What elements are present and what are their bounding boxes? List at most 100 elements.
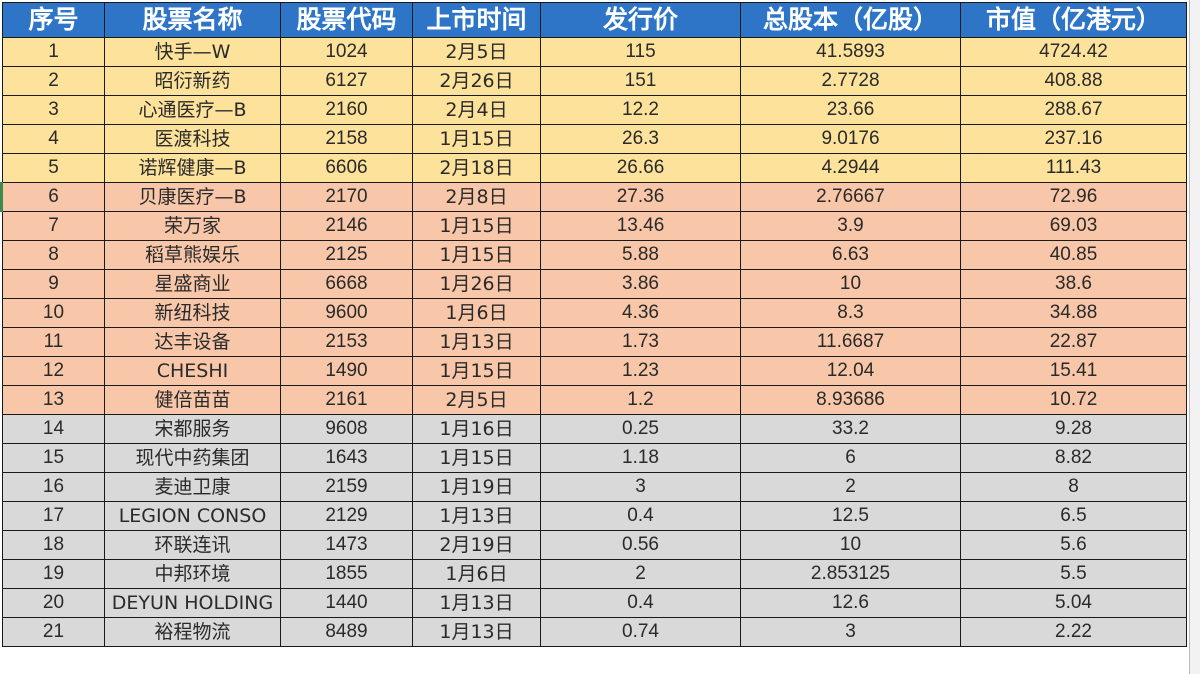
cell-price[interactable]: 0.4 xyxy=(540,501,741,531)
cell-shares[interactable]: 10 xyxy=(740,530,961,560)
cell-date[interactable]: 1月6日 xyxy=(412,298,541,328)
cell-date[interactable]: 1月13日 xyxy=(412,588,541,618)
cell-name[interactable]: 贝康医疗—B xyxy=(104,182,281,212)
cell-date[interactable]: 1月16日 xyxy=(412,414,541,444)
cell-cap[interactable]: 40.85 xyxy=(960,240,1187,270)
cell-price[interactable]: 1.18 xyxy=(540,443,741,473)
cell-no[interactable]: 9 xyxy=(2,269,105,299)
cell-name[interactable]: 诺辉健康—B xyxy=(104,153,281,183)
cell-cap[interactable]: 22.87 xyxy=(960,327,1187,357)
cell-cap[interactable]: 5.5 xyxy=(960,559,1187,589)
cell-no[interactable]: 21 xyxy=(2,617,105,647)
cell-date[interactable]: 1月15日 xyxy=(412,124,541,154)
cell-name[interactable]: 中邦环境 xyxy=(104,559,281,589)
cell-no[interactable]: 18 xyxy=(2,530,105,560)
cell-price[interactable]: 4.36 xyxy=(540,298,741,328)
cell-name[interactable]: 现代中药集团 xyxy=(104,443,281,473)
cell-price[interactable]: 3.86 xyxy=(540,269,741,299)
cell-shares[interactable]: 2.853125 xyxy=(740,559,961,589)
cell-name[interactable]: 稻草熊娱乐 xyxy=(104,240,281,270)
cell-date[interactable]: 1月19日 xyxy=(412,472,541,502)
header-no[interactable]: 序号 xyxy=(2,2,105,38)
cell-cap[interactable]: 69.03 xyxy=(960,211,1187,241)
cell-date[interactable]: 1月15日 xyxy=(412,240,541,270)
cell-code[interactable]: 2161 xyxy=(280,385,413,415)
cell-date[interactable]: 2月5日 xyxy=(412,385,541,415)
cell-date[interactable]: 2月8日 xyxy=(412,182,541,212)
cell-name[interactable]: 宋都服务 xyxy=(104,414,281,444)
cell-no[interactable]: 15 xyxy=(2,443,105,473)
cell-no[interactable]: 14 xyxy=(2,414,105,444)
cell-code[interactable]: 1473 xyxy=(280,530,413,560)
header-cap[interactable]: 市值（亿港元） xyxy=(960,2,1187,38)
cell-no[interactable]: 4 xyxy=(2,124,105,154)
cell-cap[interactable]: 38.6 xyxy=(960,269,1187,299)
cell-no[interactable]: 6 xyxy=(2,182,105,212)
cell-code[interactable]: 8489 xyxy=(280,617,413,647)
cell-date[interactable]: 2月19日 xyxy=(412,530,541,560)
cell-price[interactable]: 1.2 xyxy=(540,385,741,415)
cell-no[interactable]: 17 xyxy=(2,501,105,531)
cell-no[interactable]: 1 xyxy=(2,37,105,67)
cell-cap[interactable]: 4724.42 xyxy=(960,37,1187,67)
cell-shares[interactable]: 2.7728 xyxy=(740,66,961,96)
header-shares[interactable]: 总股本（亿股） xyxy=(740,2,961,38)
cell-price[interactable]: 1.23 xyxy=(540,356,741,386)
cell-price[interactable]: 1.73 xyxy=(540,327,741,357)
cell-name[interactable]: DEYUN HOLDING xyxy=(104,588,281,618)
cell-code[interactable]: 6668 xyxy=(280,269,413,299)
cell-name[interactable]: 快手—W xyxy=(104,37,281,67)
cell-code[interactable]: 1643 xyxy=(280,443,413,473)
cell-no[interactable]: 11 xyxy=(2,327,105,357)
cell-price[interactable]: 5.88 xyxy=(540,240,741,270)
cell-price[interactable]: 115 xyxy=(540,37,741,67)
cell-code[interactable]: 6127 xyxy=(280,66,413,96)
cell-code[interactable]: 2158 xyxy=(280,124,413,154)
cell-shares[interactable]: 11.6687 xyxy=(740,327,961,357)
cell-code[interactable]: 2153 xyxy=(280,327,413,357)
cell-date[interactable]: 1月6日 xyxy=(412,559,541,589)
cell-code[interactable]: 9608 xyxy=(280,414,413,444)
cell-name[interactable]: 裕程物流 xyxy=(104,617,281,647)
cell-date[interactable]: 1月13日 xyxy=(412,327,541,357)
cell-shares[interactable]: 33.2 xyxy=(740,414,961,444)
cell-name[interactable]: 星盛商业 xyxy=(104,269,281,299)
cell-price[interactable]: 27.36 xyxy=(540,182,741,212)
cell-shares[interactable]: 10 xyxy=(740,269,961,299)
cell-shares[interactable]: 3 xyxy=(740,617,961,647)
cell-code[interactable]: 1440 xyxy=(280,588,413,618)
cell-price[interactable]: 12.2 xyxy=(540,95,741,125)
header-name[interactable]: 股票名称 xyxy=(104,2,281,38)
cell-code[interactable]: 9600 xyxy=(280,298,413,328)
cell-no[interactable]: 13 xyxy=(2,385,105,415)
cell-cap[interactable]: 8.82 xyxy=(960,443,1187,473)
cell-price[interactable]: 151 xyxy=(540,66,741,96)
cell-date[interactable]: 1月26日 xyxy=(412,269,541,299)
cell-price[interactable]: 26.3 xyxy=(540,124,741,154)
cell-cap[interactable]: 288.67 xyxy=(960,95,1187,125)
cell-cap[interactable]: 111.43 xyxy=(960,153,1187,183)
cell-cap[interactable]: 408.88 xyxy=(960,66,1187,96)
cell-name[interactable]: 麦迪卫康 xyxy=(104,472,281,502)
cell-name[interactable]: 健倍苗苗 xyxy=(104,385,281,415)
header-code[interactable]: 股票代码 xyxy=(280,2,413,38)
cell-no[interactable]: 20 xyxy=(2,588,105,618)
cell-price[interactable]: 2 xyxy=(540,559,741,589)
cell-code[interactable]: 2125 xyxy=(280,240,413,270)
cell-shares[interactable]: 41.5893 xyxy=(740,37,961,67)
cell-name[interactable]: 昭衍新药 xyxy=(104,66,281,96)
cell-no[interactable]: 10 xyxy=(2,298,105,328)
cell-code[interactable]: 1024 xyxy=(280,37,413,67)
cell-shares[interactable]: 4.2944 xyxy=(740,153,961,183)
cell-cap[interactable]: 2.22 xyxy=(960,617,1187,647)
cell-shares[interactable]: 8.3 xyxy=(740,298,961,328)
cell-cap[interactable]: 5.04 xyxy=(960,588,1187,618)
header-price[interactable]: 发行价 xyxy=(540,2,741,38)
cell-code[interactable]: 6606 xyxy=(280,153,413,183)
cell-name[interactable]: 荣万家 xyxy=(104,211,281,241)
cell-date[interactable]: 1月13日 xyxy=(412,501,541,531)
cell-shares[interactable]: 2.76667 xyxy=(740,182,961,212)
cell-cap[interactable]: 15.41 xyxy=(960,356,1187,386)
cell-shares[interactable]: 9.0176 xyxy=(740,124,961,154)
cell-shares[interactable]: 12.6 xyxy=(740,588,961,618)
